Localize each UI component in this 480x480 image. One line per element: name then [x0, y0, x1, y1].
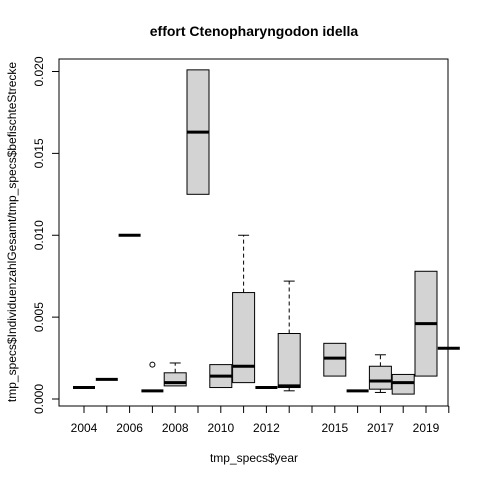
box-2015 — [323, 342, 347, 377]
box-2007 — [141, 361, 164, 393]
box-body — [368, 365, 392, 390]
y-tick-label: 0.005 — [32, 302, 46, 332]
x-axis-label: tmp_specs$year — [210, 451, 298, 465]
box-2009 — [186, 69, 210, 195]
y-tick-label: 0.000 — [32, 384, 46, 414]
box-body — [277, 333, 301, 389]
x-tick-label: 2019 — [413, 421, 440, 435]
box-body — [232, 292, 256, 384]
box-2011 — [232, 234, 256, 384]
box-group — [73, 69, 460, 395]
y-axis: 0.000 0.005 0.010 0.015 0.020 — [32, 56, 60, 414]
box-2019 — [414, 270, 438, 377]
box-2008 — [163, 362, 187, 387]
y-axis-label: tmp_specs$IndividuenzahlGesamt/tmp_specs… — [5, 62, 19, 403]
x-tick-label: 2004 — [71, 421, 98, 435]
box-body — [323, 342, 347, 377]
box-2010 — [209, 364, 233, 389]
x-tick-label: 2008 — [162, 421, 189, 435]
outlier-point — [149, 361, 156, 368]
x-axis: 2004 2006 2008 2010 2012 2015 2017 2019 — [71, 405, 450, 435]
box-2017 — [368, 354, 392, 393]
x-tick-label: 2017 — [367, 421, 394, 435]
y-tick-label: 0.010 — [32, 220, 46, 250]
box-2013 — [277, 280, 301, 392]
x-tick-label: 2010 — [207, 421, 234, 435]
box-body — [391, 373, 415, 395]
x-tick-label: 2015 — [321, 421, 348, 435]
y-tick-label: 0.020 — [32, 56, 46, 86]
chart-title: effort Ctenopharyngodon idella — [150, 23, 359, 39]
box-2018 — [391, 373, 415, 395]
x-tick-label: 2006 — [116, 421, 143, 435]
x-tick-label: 2012 — [253, 421, 280, 435]
y-tick-label: 0.015 — [32, 138, 46, 168]
